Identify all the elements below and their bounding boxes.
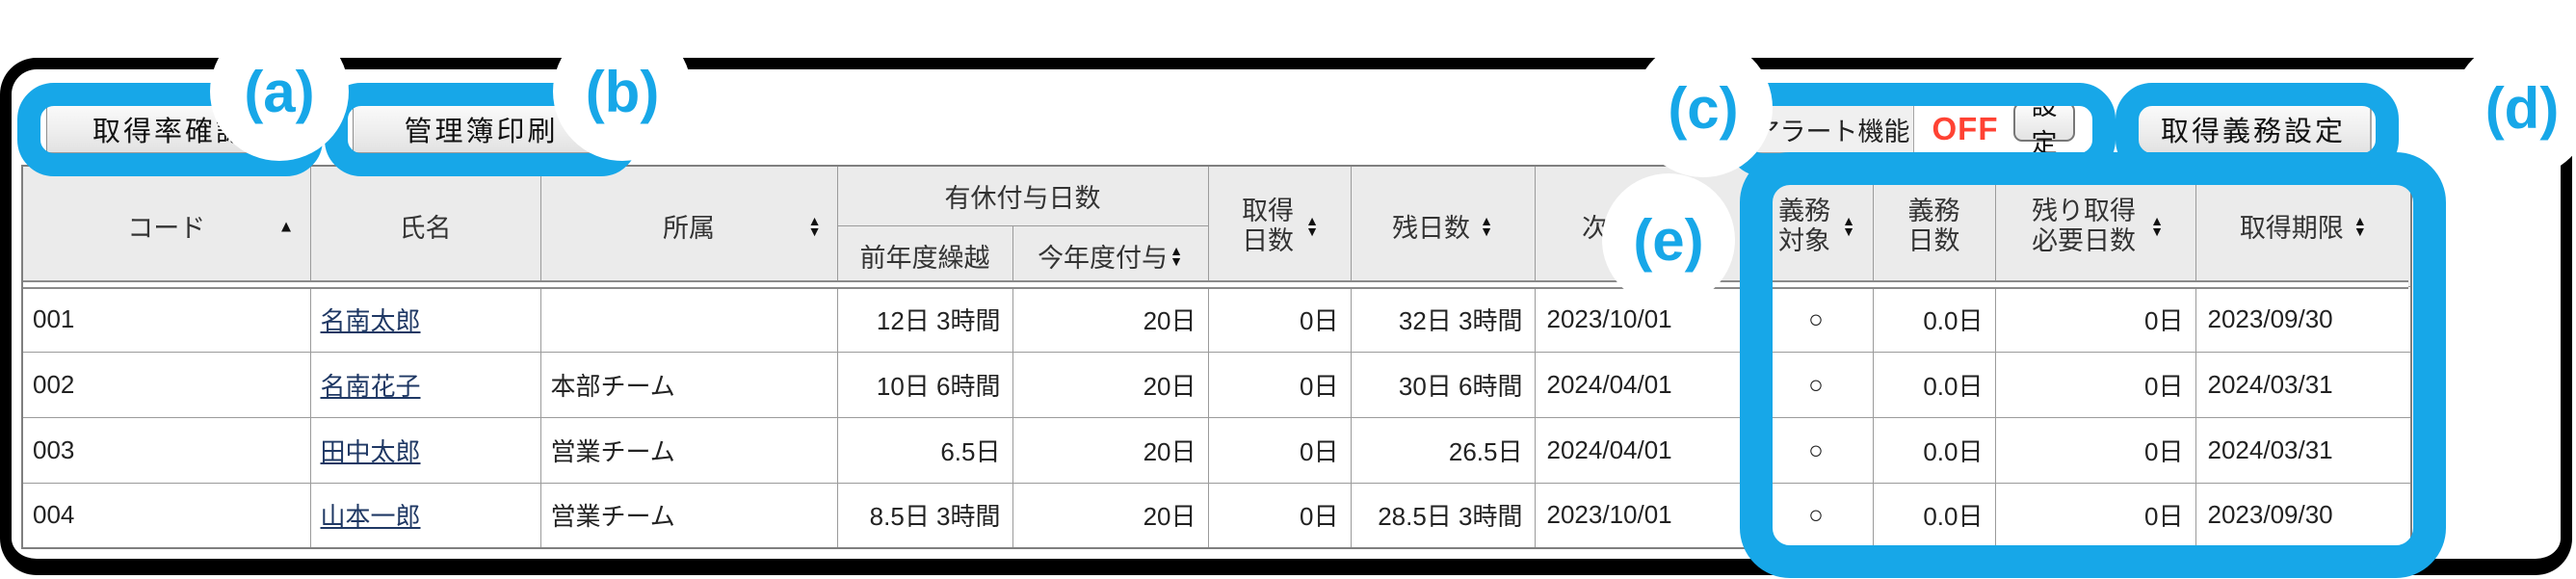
sort-both-icon[interactable]: ▲ ▼: [2150, 212, 2164, 239]
cell-obligation-days: 0.0日: [1872, 482, 1996, 549]
column-header-days-taken[interactable]: 取得日数 ▲ ▼: [1207, 165, 1352, 287]
cell-deadline: 2024/03/31: [2195, 416, 2412, 484]
cell-obligation-target: ○: [1758, 351, 1874, 418]
alert-settings-button[interactable]: 設定: [2013, 92, 2075, 158]
cell-granted: 20日: [1012, 416, 1209, 484]
cell-taken: 0日: [1207, 482, 1352, 549]
callout-c-label: (c): [1668, 75, 1739, 141]
sort-both-icon[interactable]: ▲ ▼: [1170, 242, 1183, 269]
cell-obligation-target: ○: [1758, 285, 1874, 353]
employee-name-link[interactable]: 田中太郎: [320, 436, 421, 466]
callout-a-label: (a): [244, 59, 315, 124]
callout-e: (e): [1602, 173, 1735, 306]
cell-name: 田中太郎: [309, 416, 541, 484]
column-header-remaining-required[interactable]: 残り取得必要日数 ▲ ▼: [1994, 165, 2196, 287]
employee-name-link[interactable]: 山本一郎: [320, 502, 421, 532]
callout-d: (d): [2453, 39, 2576, 177]
callout-c: (c): [1634, 39, 1773, 177]
cell-remaining-required: 0日: [1994, 351, 2196, 418]
cell-taken: 0日: [1207, 285, 1352, 353]
cell-carryover: 8.5日 3時間: [836, 482, 1013, 549]
sort-both-icon[interactable]: ▲ ▼: [2353, 212, 2367, 239]
cell-obligation-target: ○: [1758, 482, 1874, 549]
cell-obligation-days: 0.0日: [1872, 285, 1996, 353]
sort-both-icon[interactable]: ▲ ▼: [1305, 212, 1319, 239]
cell-code: 002: [21, 351, 311, 418]
cell-name: 山本一郎: [309, 482, 541, 549]
cell-obligation-days: 0.0日: [1872, 416, 1996, 484]
table-row: 003 田中太郎 営業チーム 6.5日 20日 0日 26.5日 2024/04…: [21, 416, 2412, 484]
cell-carryover: 6.5日: [836, 416, 1013, 484]
header-body-divider: [23, 280, 2408, 289]
cell-carryover: 12日 3時間: [836, 285, 1013, 353]
cell-code: 004: [21, 482, 311, 549]
sort-both-icon[interactable]: ▲ ▼: [1480, 212, 1493, 239]
column-header-name[interactable]: 氏名: [309, 165, 541, 287]
sort-both-icon[interactable]: ▲ ▼: [807, 212, 822, 239]
cell-granted: 20日: [1012, 351, 1209, 418]
alert-status-off: OFF: [1932, 111, 1999, 146]
cell-carryover: 10日 6時間: [836, 351, 1013, 418]
cell-obligation-target: ○: [1758, 416, 1874, 484]
cell-deadline: 2023/09/30: [2195, 285, 2412, 353]
callout-d-label: (d): [2484, 75, 2560, 141]
cell-department: 本部チーム: [539, 351, 838, 418]
cell-granted: 20日: [1012, 482, 1209, 549]
column-header-name-label: 氏名: [399, 214, 452, 244]
table-row: 001 名南太郎 12日 3時間 20日 0日 32日 3時間 2023/10/…: [21, 285, 2412, 353]
column-header-obligation-days: 義務日数: [1872, 165, 1996, 287]
column-header-grant-group: 有休付与日数: [836, 165, 1209, 226]
cell-remaining: 30日 6時間: [1350, 351, 1536, 418]
cell-next-grant-date: 2023/10/01: [1534, 482, 1760, 549]
column-header-grant-group-label: 有休付与日数: [944, 183, 1101, 213]
sort-asc-icon[interactable]: ▲: [277, 217, 295, 236]
leave-table: コード ▲ 氏名 所属 ▲ ▼ 有休付与日数 取得日数 ▲ ▼: [21, 165, 2412, 549]
column-header-obligation-target[interactable]: 義務対象 ▲ ▼: [1758, 165, 1874, 287]
cell-department: 営業チーム: [539, 416, 838, 484]
cell-name: 名南太郎: [309, 285, 541, 353]
callout-b: (b): [553, 22, 692, 161]
cell-remaining: 26.5日: [1350, 416, 1536, 484]
column-header-department[interactable]: 所属 ▲ ▼: [539, 165, 838, 287]
employee-name-link[interactable]: 名南太郎: [320, 305, 421, 335]
cell-remaining: 32日 3時間: [1350, 285, 1536, 353]
cell-granted: 20日: [1012, 285, 1209, 353]
cell-department: 営業チーム: [539, 482, 838, 549]
cell-obligation-days: 0.0日: [1872, 351, 1996, 418]
cell-taken: 0日: [1207, 416, 1352, 484]
column-header-deadline[interactable]: 取得期限 ▲ ▼: [2195, 165, 2412, 287]
column-header-carryover: 前年度繰越: [836, 224, 1013, 287]
cell-deadline: 2024/03/31: [2195, 351, 2412, 418]
table-row: 004 山本一郎 営業チーム 8.5日 3時間 20日 0日 28.5日 3時間…: [21, 482, 2412, 549]
column-header-granted-this-year[interactable]: 今年度付与 ▲ ▼: [1012, 224, 1209, 287]
column-header-department-label: 所属: [663, 214, 715, 244]
obligation-settings-button[interactable]: 取得義務設定: [2136, 105, 2372, 154]
cell-next-grant-date: 2024/04/01: [1534, 416, 1760, 484]
column-header-code[interactable]: コード ▲: [21, 165, 311, 287]
cell-code: 003: [21, 416, 311, 484]
table-row: 002 名南花子 本部チーム 10日 6時間 20日 0日 30日 6時間 20…: [21, 351, 2412, 418]
cell-remaining-required: 0日: [1994, 416, 2196, 484]
callout-b-label: (b): [585, 59, 660, 124]
column-header-code-label: コード: [127, 214, 206, 244]
callout-e-label: (e): [1633, 207, 1704, 273]
employee-name-link[interactable]: 名南花子: [320, 371, 421, 401]
cell-remaining: 28.5日 3時間: [1350, 482, 1536, 549]
cell-next-grant-date: 2024/04/01: [1534, 351, 1760, 418]
cell-remaining-required: 0日: [1994, 482, 2196, 549]
cell-department: [539, 285, 838, 353]
callout-a: (a): [210, 22, 349, 161]
alert-function-label: アラート機能: [1749, 105, 1914, 153]
cell-remaining-required: 0日: [1994, 285, 2196, 353]
column-header-days-remaining[interactable]: 残日数 ▲ ▼: [1350, 165, 1536, 287]
cell-taken: 0日: [1207, 351, 1352, 418]
cell-deadline: 2023/09/30: [2195, 482, 2412, 549]
cell-code: 001: [21, 285, 311, 353]
cell-name: 名南花子: [309, 351, 541, 418]
sort-both-icon[interactable]: ▲ ▼: [1842, 212, 1855, 239]
